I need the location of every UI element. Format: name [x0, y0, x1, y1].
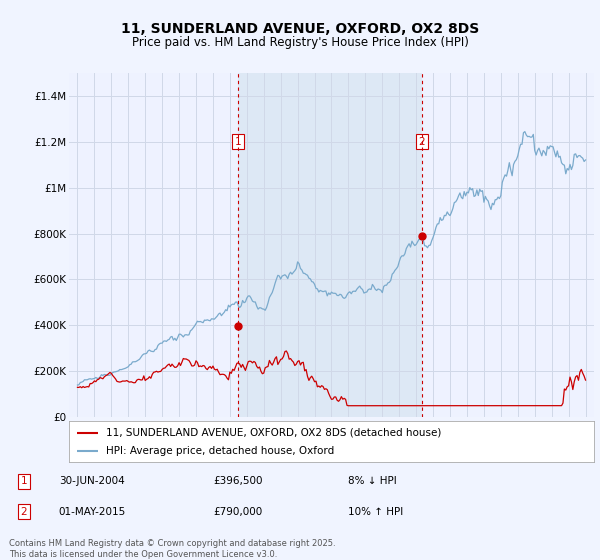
Text: 1: 1	[235, 137, 242, 147]
Text: 2: 2	[20, 507, 27, 517]
Text: 01-MAY-2015: 01-MAY-2015	[59, 507, 126, 517]
Bar	[238, 73, 422, 417]
Text: HPI: Average price, detached house, Oxford: HPI: Average price, detached house, Oxfo…	[106, 446, 334, 455]
Text: £790,000: £790,000	[214, 507, 263, 517]
Text: 11, SUNDERLAND AVENUE, OXFORD, OX2 8DS: 11, SUNDERLAND AVENUE, OXFORD, OX2 8DS	[121, 22, 479, 36]
Text: 1: 1	[20, 476, 27, 486]
Text: 30-JUN-2004: 30-JUN-2004	[59, 476, 124, 486]
Text: 10% ↑ HPI: 10% ↑ HPI	[348, 507, 404, 517]
Text: 11, SUNDERLAND AVENUE, OXFORD, OX2 8DS (detached house): 11, SUNDERLAND AVENUE, OXFORD, OX2 8DS (…	[106, 428, 441, 437]
Text: £396,500: £396,500	[214, 476, 263, 486]
Text: Price paid vs. HM Land Registry's House Price Index (HPI): Price paid vs. HM Land Registry's House …	[131, 36, 469, 49]
Text: 8% ↓ HPI: 8% ↓ HPI	[348, 476, 397, 486]
Text: Contains HM Land Registry data © Crown copyright and database right 2025.
This d: Contains HM Land Registry data © Crown c…	[9, 539, 335, 559]
Text: 2: 2	[418, 137, 425, 147]
